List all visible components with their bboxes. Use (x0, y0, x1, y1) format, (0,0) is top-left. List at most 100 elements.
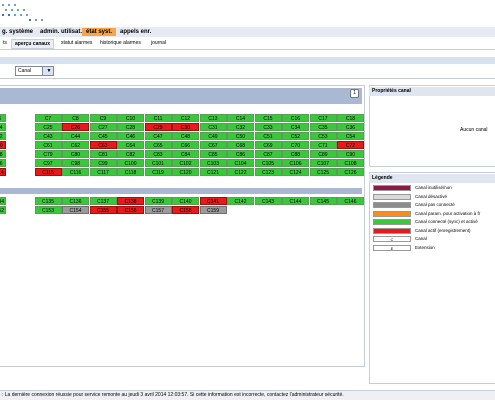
channel-cell[interactable]: C78 (0, 150, 6, 158)
channel-cell[interactable]: C45 (89, 132, 117, 140)
channel-cell[interactable]: C138 (117, 197, 144, 205)
subnav-item-ts[interactable]: ts (3, 40, 7, 46)
channel-cell[interactable]: C65 (144, 141, 172, 149)
channel-cell[interactable]: C17 (309, 114, 337, 122)
channel-cell[interactable]: C10 (117, 114, 144, 122)
channel-cell[interactable]: C120 (172, 168, 199, 176)
channel-cell[interactable]: C105 (254, 159, 282, 167)
channel-cell[interactable]: C13 (199, 114, 227, 122)
channel-cell[interactable]: C89 (309, 150, 337, 158)
channel-cell[interactable]: C69 (254, 141, 282, 149)
channel-cell[interactable]: C16 (282, 114, 309, 122)
channel-cell[interactable]: C70 (282, 141, 309, 149)
channel-cell[interactable]: C61 (34, 141, 62, 149)
channel-cell[interactable]: C11 (144, 114, 172, 122)
channel-cell[interactable]: C80 (62, 150, 89, 158)
channel-cell[interactable]: C49 (199, 132, 227, 140)
channel-cell[interactable]: C62 (62, 141, 89, 149)
channel-cell[interactable]: C117 (89, 168, 117, 176)
channel-cell[interactable]: C101 (144, 159, 172, 167)
channel-cell[interactable]: C46 (117, 132, 144, 140)
channel-cell[interactable]: C52 (282, 132, 309, 140)
channel-cell[interactable]: C72 (337, 141, 364, 149)
channel-cell[interactable]: C30 (172, 123, 199, 131)
channel-cell[interactable]: C33 (254, 123, 282, 131)
channel-cell[interactable]: C99 (89, 159, 117, 167)
subnav-historique-alarmes[interactable]: historique alarmes (100, 40, 141, 46)
channel-cell[interactable]: C156 (117, 206, 144, 214)
channel-cell[interactable]: C143 (254, 197, 282, 205)
channel-cell[interactable]: C141 (199, 197, 227, 205)
channel-cell[interactable]: C12 (172, 114, 199, 122)
channel-cell[interactable]: C100 (117, 159, 144, 167)
channel-cell[interactable]: C119 (144, 168, 172, 176)
channel-cell[interactable]: C97 (34, 159, 62, 167)
nav-gestion-systeme[interactable]: g. système (2, 29, 34, 35)
nav-admin-utilisat[interactable]: admin. utilisat. (40, 29, 83, 35)
channel-cell[interactable]: C157 (144, 206, 172, 214)
channel-cell[interactable]: C85 (199, 150, 227, 158)
channel-cell[interactable]: C25 (34, 123, 62, 131)
channel-cell[interactable]: C144 (282, 197, 309, 205)
channel-cell[interactable]: C159 (199, 206, 227, 214)
channel-cell[interactable]: C9 (89, 114, 117, 122)
channel-cell[interactable]: C158 (172, 206, 199, 214)
channel-cell[interactable]: C87 (254, 150, 282, 158)
view-select[interactable]: Canal ▼ (15, 66, 54, 76)
channel-cell[interactable]: C42 (0, 132, 6, 140)
channel-cell[interactable]: C98 (62, 159, 89, 167)
channel-cell[interactable]: C18 (337, 114, 364, 122)
channel-cell[interactable]: C67 (199, 141, 227, 149)
panel-badge[interactable]: 1 (350, 89, 359, 98)
channel-cell[interactable]: C15 (254, 114, 282, 122)
channel-cell[interactable]: C63 (89, 141, 117, 149)
channel-cell[interactable]: C83 (144, 150, 172, 158)
channel-cell[interactable]: C79 (34, 150, 62, 158)
channel-cell[interactable]: C134 (0, 197, 6, 205)
subnav-statut-alarmes[interactable]: statut alarmes (61, 40, 93, 46)
channel-cell[interactable]: C136 (62, 197, 89, 205)
channel-cell[interactable]: C84 (172, 150, 199, 158)
channel-cell[interactable]: C121 (199, 168, 227, 176)
channel-cell[interactable]: C107 (309, 159, 337, 167)
channel-cell[interactable]: C135 (34, 197, 62, 205)
channel-cell[interactable]: C126 (337, 168, 364, 176)
chevron-down-icon[interactable]: ▼ (42, 67, 53, 75)
channel-cell[interactable]: C116 (62, 168, 89, 176)
channel-cell[interactable]: C71 (309, 141, 337, 149)
channel-cell[interactable]: C118 (117, 168, 144, 176)
channel-cell[interactable]: C66 (172, 141, 199, 149)
channel-cell[interactable]: C154 (62, 206, 89, 214)
channel-cell[interactable]: C142 (227, 197, 254, 205)
channel-cell[interactable]: C96 (0, 159, 6, 167)
channel-cell[interactable]: C137 (89, 197, 117, 205)
channel-cell[interactable]: C115 (34, 168, 62, 176)
channel-cell[interactable]: C122 (227, 168, 254, 176)
nav-etat-syst[interactable]: état syst. (82, 28, 117, 36)
channel-cell[interactable]: C24 (0, 123, 6, 131)
channel-cell[interactable]: C44 (62, 132, 89, 140)
channel-cell[interactable]: C106 (282, 159, 309, 167)
channel-cell[interactable]: C103 (199, 159, 227, 167)
channel-cell[interactable]: C28 (117, 123, 144, 131)
subnav-apercu-canaux[interactable]: aperçu canaux (11, 39, 55, 49)
channel-cell[interactable]: C108 (337, 159, 364, 167)
channel-cell[interactable]: C34 (282, 123, 309, 131)
channel-cell[interactable]: C146 (337, 197, 364, 205)
channel-cell[interactable]: C51 (254, 132, 282, 140)
channel-cell[interactable]: C153 (34, 206, 62, 214)
channel-cell[interactable]: C14 (227, 114, 254, 122)
channel-cell[interactable]: C8 (62, 114, 89, 122)
channel-cell[interactable]: C140 (172, 197, 199, 205)
channel-cell[interactable]: C152 (0, 206, 6, 214)
channel-cell[interactable]: C102 (172, 159, 199, 167)
channel-cell[interactable]: C124 (282, 168, 309, 176)
subnav-journal[interactable]: journal (151, 40, 167, 46)
channel-cell[interactable]: C31 (199, 123, 227, 131)
channel-cell[interactable]: C7 (34, 114, 62, 122)
channel-cell[interactable]: C104 (227, 159, 254, 167)
channel-cell[interactable]: C86 (227, 150, 254, 158)
channel-cell[interactable]: C35 (309, 123, 337, 131)
channel-cell[interactable]: C123 (254, 168, 282, 176)
channel-cell[interactable]: C114 (0, 168, 6, 176)
